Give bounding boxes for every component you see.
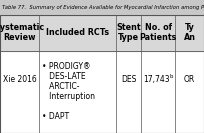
Text: Interruption: Interruption: [42, 92, 95, 101]
Text: 17,743: 17,743: [143, 75, 169, 84]
Text: Stent
Type: Stent Type: [116, 23, 141, 42]
Text: Ty
An: Ty An: [184, 23, 196, 42]
Text: Included RCTs: Included RCTs: [46, 28, 109, 37]
Bar: [0, 15, 204, 133]
Text: Table 77.  Summary of Evidence Available for Myocardial Infarction among Patient: Table 77. Summary of Evidence Available …: [2, 5, 204, 10]
Bar: [0, 15, 204, 51]
Text: DES-LATE: DES-LATE: [42, 72, 85, 81]
Text: ARCTIC-: ARCTIC-: [42, 82, 79, 91]
Text: No. of
Patients: No. of Patients: [139, 23, 177, 42]
Text: DES: DES: [121, 75, 136, 84]
Text: • DAPT: • DAPT: [42, 112, 69, 121]
Text: • PRODIGY®: • PRODIGY®: [42, 62, 90, 71]
Text: Systematic
Review: Systematic Review: [0, 23, 44, 42]
Bar: [0, 0, 204, 15]
Text: OR: OR: [184, 75, 195, 84]
Text: Xie 2016: Xie 2016: [3, 75, 37, 84]
Text: b: b: [169, 74, 173, 79]
